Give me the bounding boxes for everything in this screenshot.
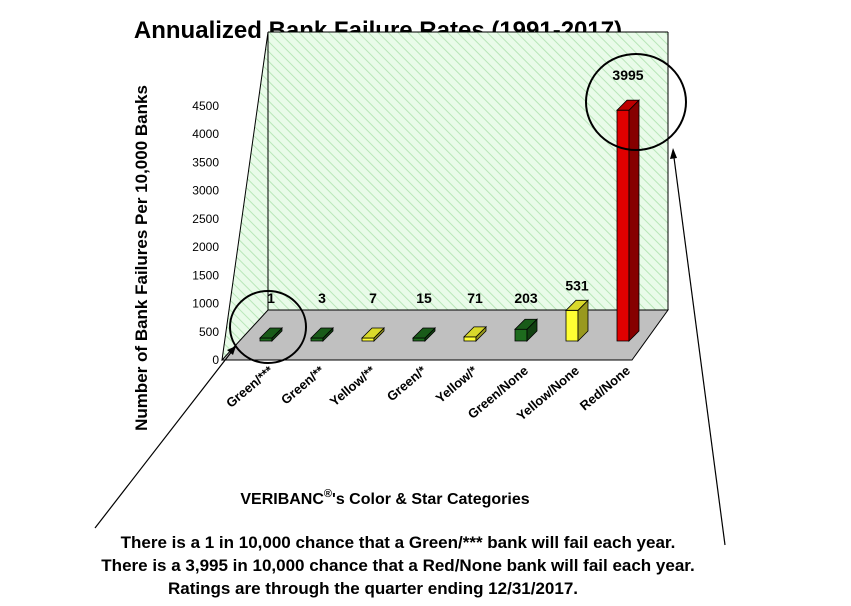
note-red: There is a 3,995 in 10,000 chance that a… bbox=[101, 556, 694, 575]
category-label-Green/*: Green/* bbox=[384, 362, 430, 404]
bar-front bbox=[259, 337, 273, 342]
data-label-Green/None: 203 bbox=[514, 290, 538, 306]
bar-Green/*** bbox=[259, 327, 283, 342]
category-label-Yellow/*: Yellow/* bbox=[433, 362, 481, 406]
bar-top bbox=[565, 299, 589, 311]
callout-arrowhead-red bbox=[670, 148, 677, 159]
left-wall-edge bbox=[221, 31, 269, 361]
data-label-Yellow/**: 7 bbox=[369, 290, 377, 306]
x-axis-label-rest: 's Color & Star Categories bbox=[332, 491, 530, 508]
y-tick-label: 1000 bbox=[192, 297, 219, 311]
y-tick-label: 4500 bbox=[192, 99, 219, 113]
callout-arrowhead-green bbox=[227, 346, 236, 355]
category-label-Green/**: Green/** bbox=[278, 362, 328, 407]
y-tick-label: 1500 bbox=[192, 268, 219, 282]
bar-Yellow/* bbox=[463, 325, 487, 342]
bar-Yellow/** bbox=[361, 327, 385, 342]
registered-mark: ® bbox=[324, 488, 332, 500]
data-label-Yellow/None: 531 bbox=[565, 277, 589, 293]
bar-side bbox=[628, 99, 640, 342]
x-axis-label: VERIBANC®'s Color & Star Categories bbox=[240, 488, 529, 508]
bar-top bbox=[514, 318, 538, 330]
bars bbox=[259, 99, 640, 342]
bar-Green/* bbox=[412, 327, 436, 342]
highlight-circle-red bbox=[585, 53, 687, 151]
bar-top bbox=[361, 327, 385, 339]
data-label-Yellow/*: 71 bbox=[467, 290, 483, 306]
bar-top bbox=[259, 327, 283, 339]
highlight-circle-green bbox=[229, 290, 307, 364]
bar-front bbox=[514, 328, 528, 342]
bar-front bbox=[463, 336, 477, 342]
plot-area: 0 500 1000 1500 2000 2500 3000 3500 4000 4500 1 3 7… bbox=[192, 31, 669, 424]
bar-front bbox=[361, 337, 375, 342]
bar-Red/None bbox=[616, 99, 640, 342]
bar-top bbox=[310, 327, 334, 339]
data-labels: 1 3 7 15 71 203 531 3995 bbox=[267, 67, 644, 306]
bar-front bbox=[616, 109, 630, 342]
data-label-Red/None: 3995 bbox=[612, 67, 643, 83]
y-tick-label: 0 bbox=[212, 353, 219, 367]
bar-Green/None bbox=[514, 318, 538, 342]
y-tick-label: 3500 bbox=[192, 155, 219, 169]
note-ratings: Ratings are through the quarter ending 1… bbox=[168, 579, 578, 598]
back-wall bbox=[222, 32, 668, 360]
bar-front bbox=[412, 337, 426, 342]
callout-arrow-red bbox=[672, 149, 726, 546]
y-tick-label: 500 bbox=[199, 325, 219, 339]
x-axis-label-brand: VERIBANC bbox=[240, 491, 324, 508]
data-label-Green/**: 3 bbox=[318, 290, 326, 306]
bar-top bbox=[412, 327, 436, 339]
bar-front bbox=[310, 337, 324, 342]
category-label-Yellow/**: Yellow/** bbox=[327, 362, 379, 409]
data-label-Green/*: 15 bbox=[416, 290, 432, 306]
bar-Yellow/None bbox=[565, 299, 589, 342]
x-axis-categories: Green/*** Green/** Yellow/** Green/* Yellow/… bbox=[223, 362, 633, 423]
y-tick-label: 2500 bbox=[192, 212, 219, 226]
bar-top bbox=[616, 99, 640, 111]
data-label-Green/***: 1 bbox=[267, 290, 275, 306]
floor bbox=[220, 309, 669, 361]
y-axis-label: Number of Bank Failures Per 10,000 Banks bbox=[132, 85, 151, 431]
y-tick-label: 2000 bbox=[192, 240, 219, 254]
y-tick-label: 3000 bbox=[192, 184, 219, 198]
category-label-Green/***: Green/*** bbox=[223, 362, 277, 410]
callout-arrow-green bbox=[94, 345, 237, 529]
y-axis-ticks: 0 500 1000 1500 2000 2500 3000 3500 4000 4500 bbox=[192, 99, 219, 367]
bar-front bbox=[565, 309, 579, 342]
note-green: There is a 1 in 10,000 chance that a Gre… bbox=[121, 533, 676, 552]
bar-Green/** bbox=[310, 327, 334, 342]
bar-top bbox=[463, 326, 487, 338]
category-label-Red/None: Red/None bbox=[577, 363, 633, 413]
y-tick-label: 4000 bbox=[192, 127, 219, 141]
